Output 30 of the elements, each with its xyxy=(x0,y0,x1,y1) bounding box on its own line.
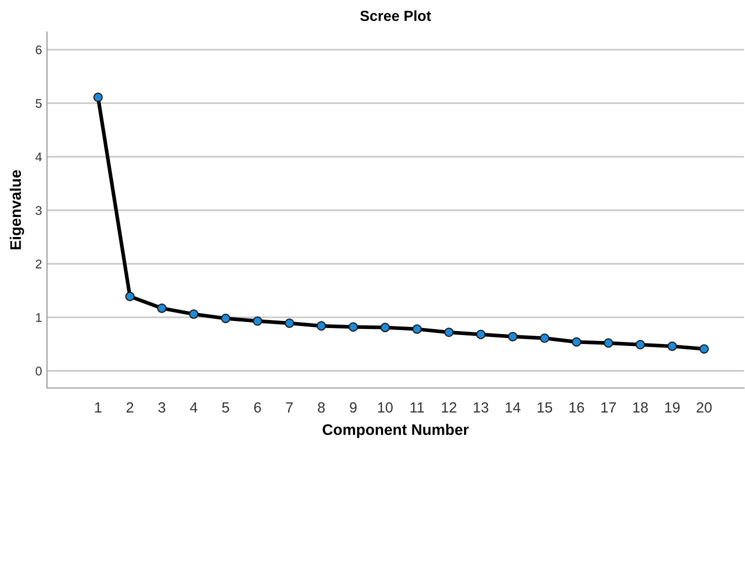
y-tick-label: 5 xyxy=(36,99,42,108)
x-tick-label: 14 xyxy=(506,402,520,412)
x-tick-label: 19 xyxy=(665,402,680,413)
y-tick-label: 2 xyxy=(36,260,42,268)
y-tick-label: 4 xyxy=(35,152,42,162)
x-tick-label: 8 xyxy=(318,402,325,413)
x-tick-label: 3 xyxy=(158,402,166,413)
x-tick-label: 11 xyxy=(410,402,424,412)
chart-title: Scree Plot xyxy=(360,10,431,22)
x-tick-label: 6 xyxy=(254,402,261,413)
x-tick-label: 16 xyxy=(570,402,584,413)
x-tick-label: 4 xyxy=(190,402,198,412)
x-axis-title: Component Number xyxy=(322,424,469,438)
x-tick-label: 20 xyxy=(696,402,712,413)
x-tick-label: 5 xyxy=(222,402,230,413)
y-tick-label: 6 xyxy=(36,45,42,54)
x-tick-label: 17 xyxy=(601,402,616,412)
x-tick-label: 1 xyxy=(95,402,102,412)
x-tick-label: 12 xyxy=(442,402,456,412)
x-tick-label: 15 xyxy=(538,402,552,413)
y-tick-label: 0 xyxy=(36,366,42,376)
y-axis-title: Eigenvalue xyxy=(10,170,24,250)
x-tick-label: 18 xyxy=(633,402,648,413)
x-tick-label: 10 xyxy=(378,402,393,413)
x-tick-label: 9 xyxy=(350,402,357,413)
x-tick-label: 7 xyxy=(286,402,293,412)
y-tick-label: 1 xyxy=(36,313,42,322)
x-tick-label: 13 xyxy=(474,402,488,413)
y-tick-label: 3 xyxy=(36,206,42,215)
x-tick-label: 2 xyxy=(126,402,134,412)
